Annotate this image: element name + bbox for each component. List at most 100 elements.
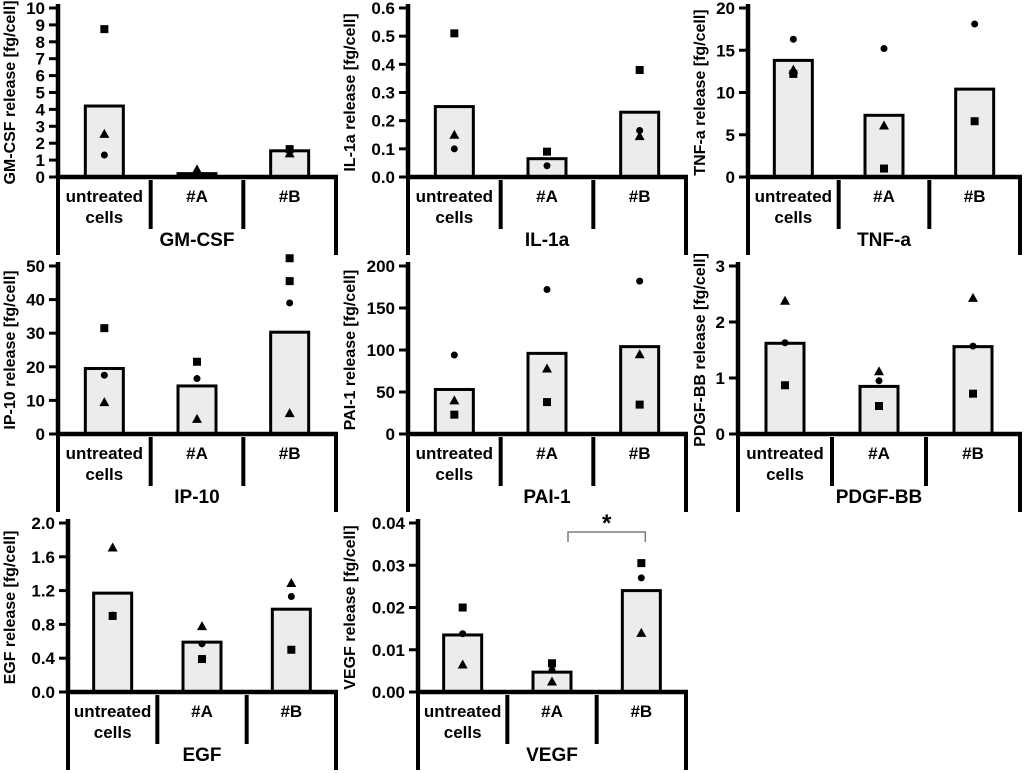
y-tick-label: 10	[26, 0, 45, 18]
point-circle	[287, 593, 295, 601]
point-triangle	[457, 659, 468, 669]
y-tick-label: 3	[36, 117, 45, 136]
y-axis-label: VEGF release [fg/cell]	[342, 525, 359, 690]
y-tick-label: 6	[36, 67, 45, 86]
y-tick-label: 50	[376, 383, 395, 402]
chart-title: IP-10	[174, 487, 219, 508]
y-axis-label: PAI-1 release [fg/cell]	[342, 270, 359, 431]
point-circle	[286, 299, 294, 307]
category-label: #B	[279, 444, 301, 463]
y-tick-label: 15	[716, 41, 735, 60]
point-triangle	[284, 148, 295, 158]
significance-bracket	[567, 531, 647, 542]
point-square	[970, 117, 979, 126]
chart-pai-1: PAI-1 release [fg/cell] 0 50 100 150 200 untre…	[342, 257, 688, 512]
category-label: #A	[873, 187, 895, 206]
point-square	[635, 400, 644, 409]
y-tick-label: 0.2	[371, 112, 395, 131]
chart-pdgf-bb: PDGF-BB release [fg/cell] 0 1 2 3 untreated ce…	[692, 253, 1022, 512]
category-label: #B	[629, 444, 651, 463]
bar--a	[176, 384, 218, 436]
point-square	[781, 381, 789, 390]
chart-title: EGF	[182, 745, 221, 766]
y-tick-label: 2	[36, 134, 45, 153]
category-label: #A	[536, 444, 558, 463]
y-tick-label: 0.3	[371, 84, 395, 103]
y-tick-label: 150	[367, 299, 395, 318]
bar--b	[954, 87, 996, 179]
point-triangle	[99, 397, 110, 407]
point-circle	[636, 277, 644, 285]
y-tick-label: 0.8	[31, 615, 55, 634]
point-circle	[193, 375, 201, 383]
point-triangle	[107, 542, 118, 552]
y-tick-label: 7	[36, 50, 45, 69]
point-square	[543, 147, 551, 156]
point-square	[100, 25, 109, 34]
y-tick-label: 0.5	[371, 27, 395, 46]
empty-cell	[690, 515, 1024, 773]
point-square	[880, 164, 888, 173]
point-circle	[450, 351, 458, 359]
category-label: cells	[94, 723, 132, 742]
category-label: #A	[536, 187, 558, 206]
point-triangle	[449, 395, 460, 405]
point-circle	[543, 162, 551, 170]
y-tick-label: 20	[26, 358, 45, 377]
y-tick-label: 0.6	[371, 0, 395, 18]
chart-title: PDGF-BB	[836, 487, 923, 508]
y-tick-label: 200	[367, 257, 395, 276]
significance-label: *	[602, 510, 612, 537]
y-tick-label: 0.0	[31, 683, 55, 702]
point-square	[637, 559, 646, 568]
point-triangle	[968, 292, 978, 302]
chart-title: VEGF	[526, 745, 578, 766]
y-tick-label: 1	[36, 151, 45, 170]
point-square	[450, 410, 459, 419]
category-label: #A	[186, 444, 208, 463]
category-label: cells	[85, 208, 123, 227]
chart-cell-vegf: VEGF release [fg/cell] 0.00 0.01 0.02 0.03 0.…	[340, 510, 690, 773]
y-axis-label: IP-10 release [fg/cell]	[2, 270, 19, 429]
point-circle	[969, 342, 977, 350]
y-axis-label: IL-1a release [fg/cell]	[342, 13, 359, 171]
point-triangle	[99, 128, 110, 138]
point-circle	[781, 339, 789, 347]
y-tick-label: 0.00	[372, 683, 405, 702]
point-triangle	[197, 621, 207, 631]
y-axis-label: TNF-a release [fg/cell]	[692, 9, 709, 175]
y-tick-label: 0	[36, 425, 45, 444]
point-square	[100, 324, 109, 333]
point-square	[285, 254, 294, 263]
category-label: cells	[435, 465, 473, 484]
point-circle	[875, 377, 883, 385]
point-triangle	[636, 627, 647, 637]
point-circle	[100, 371, 108, 379]
point-triangle	[192, 413, 202, 423]
category-label: cells	[444, 723, 482, 742]
category-label: untreated	[424, 702, 501, 721]
point-square	[287, 645, 296, 654]
point-triangle	[449, 129, 460, 139]
chart-egf: EGF release [fg/cell] 0.0 0.4 0.8 1.2 1.6 2.0 u…	[2, 514, 338, 770]
point-circle	[548, 666, 556, 674]
chart-title: PAI-1	[523, 487, 571, 508]
chart-cell-egf: EGF release [fg/cell] 0.0 0.4 0.8 1.2 1.6 2.0 u…	[0, 514, 340, 773]
category-label: #B	[629, 187, 651, 206]
chart-cell-pdgf-bb: PDGF-BB release [fg/cell] 0 1 2 3 untreated ce…	[690, 253, 1024, 515]
point-triangle	[547, 676, 557, 686]
bar--a	[181, 640, 223, 694]
y-tick-label: 0.1	[371, 140, 395, 159]
y-axis-label: PDGF-BB release [fg/cell]	[692, 253, 709, 447]
y-tick-label: 2	[716, 313, 725, 332]
point-circle	[450, 145, 458, 153]
point-circle	[971, 20, 979, 28]
chart-cell-il-1a: IL-1a release [fg/cell] 0.0 0.1 0.2 0.3 0.4 0.…	[340, 0, 690, 258]
chart-title: GM-CSF	[160, 230, 235, 251]
category-label: #A	[191, 702, 213, 721]
y-tick-label: 0.0	[371, 168, 395, 187]
y-tick-label: 3	[716, 257, 725, 276]
point-circle	[543, 286, 551, 294]
point-square	[285, 277, 294, 286]
